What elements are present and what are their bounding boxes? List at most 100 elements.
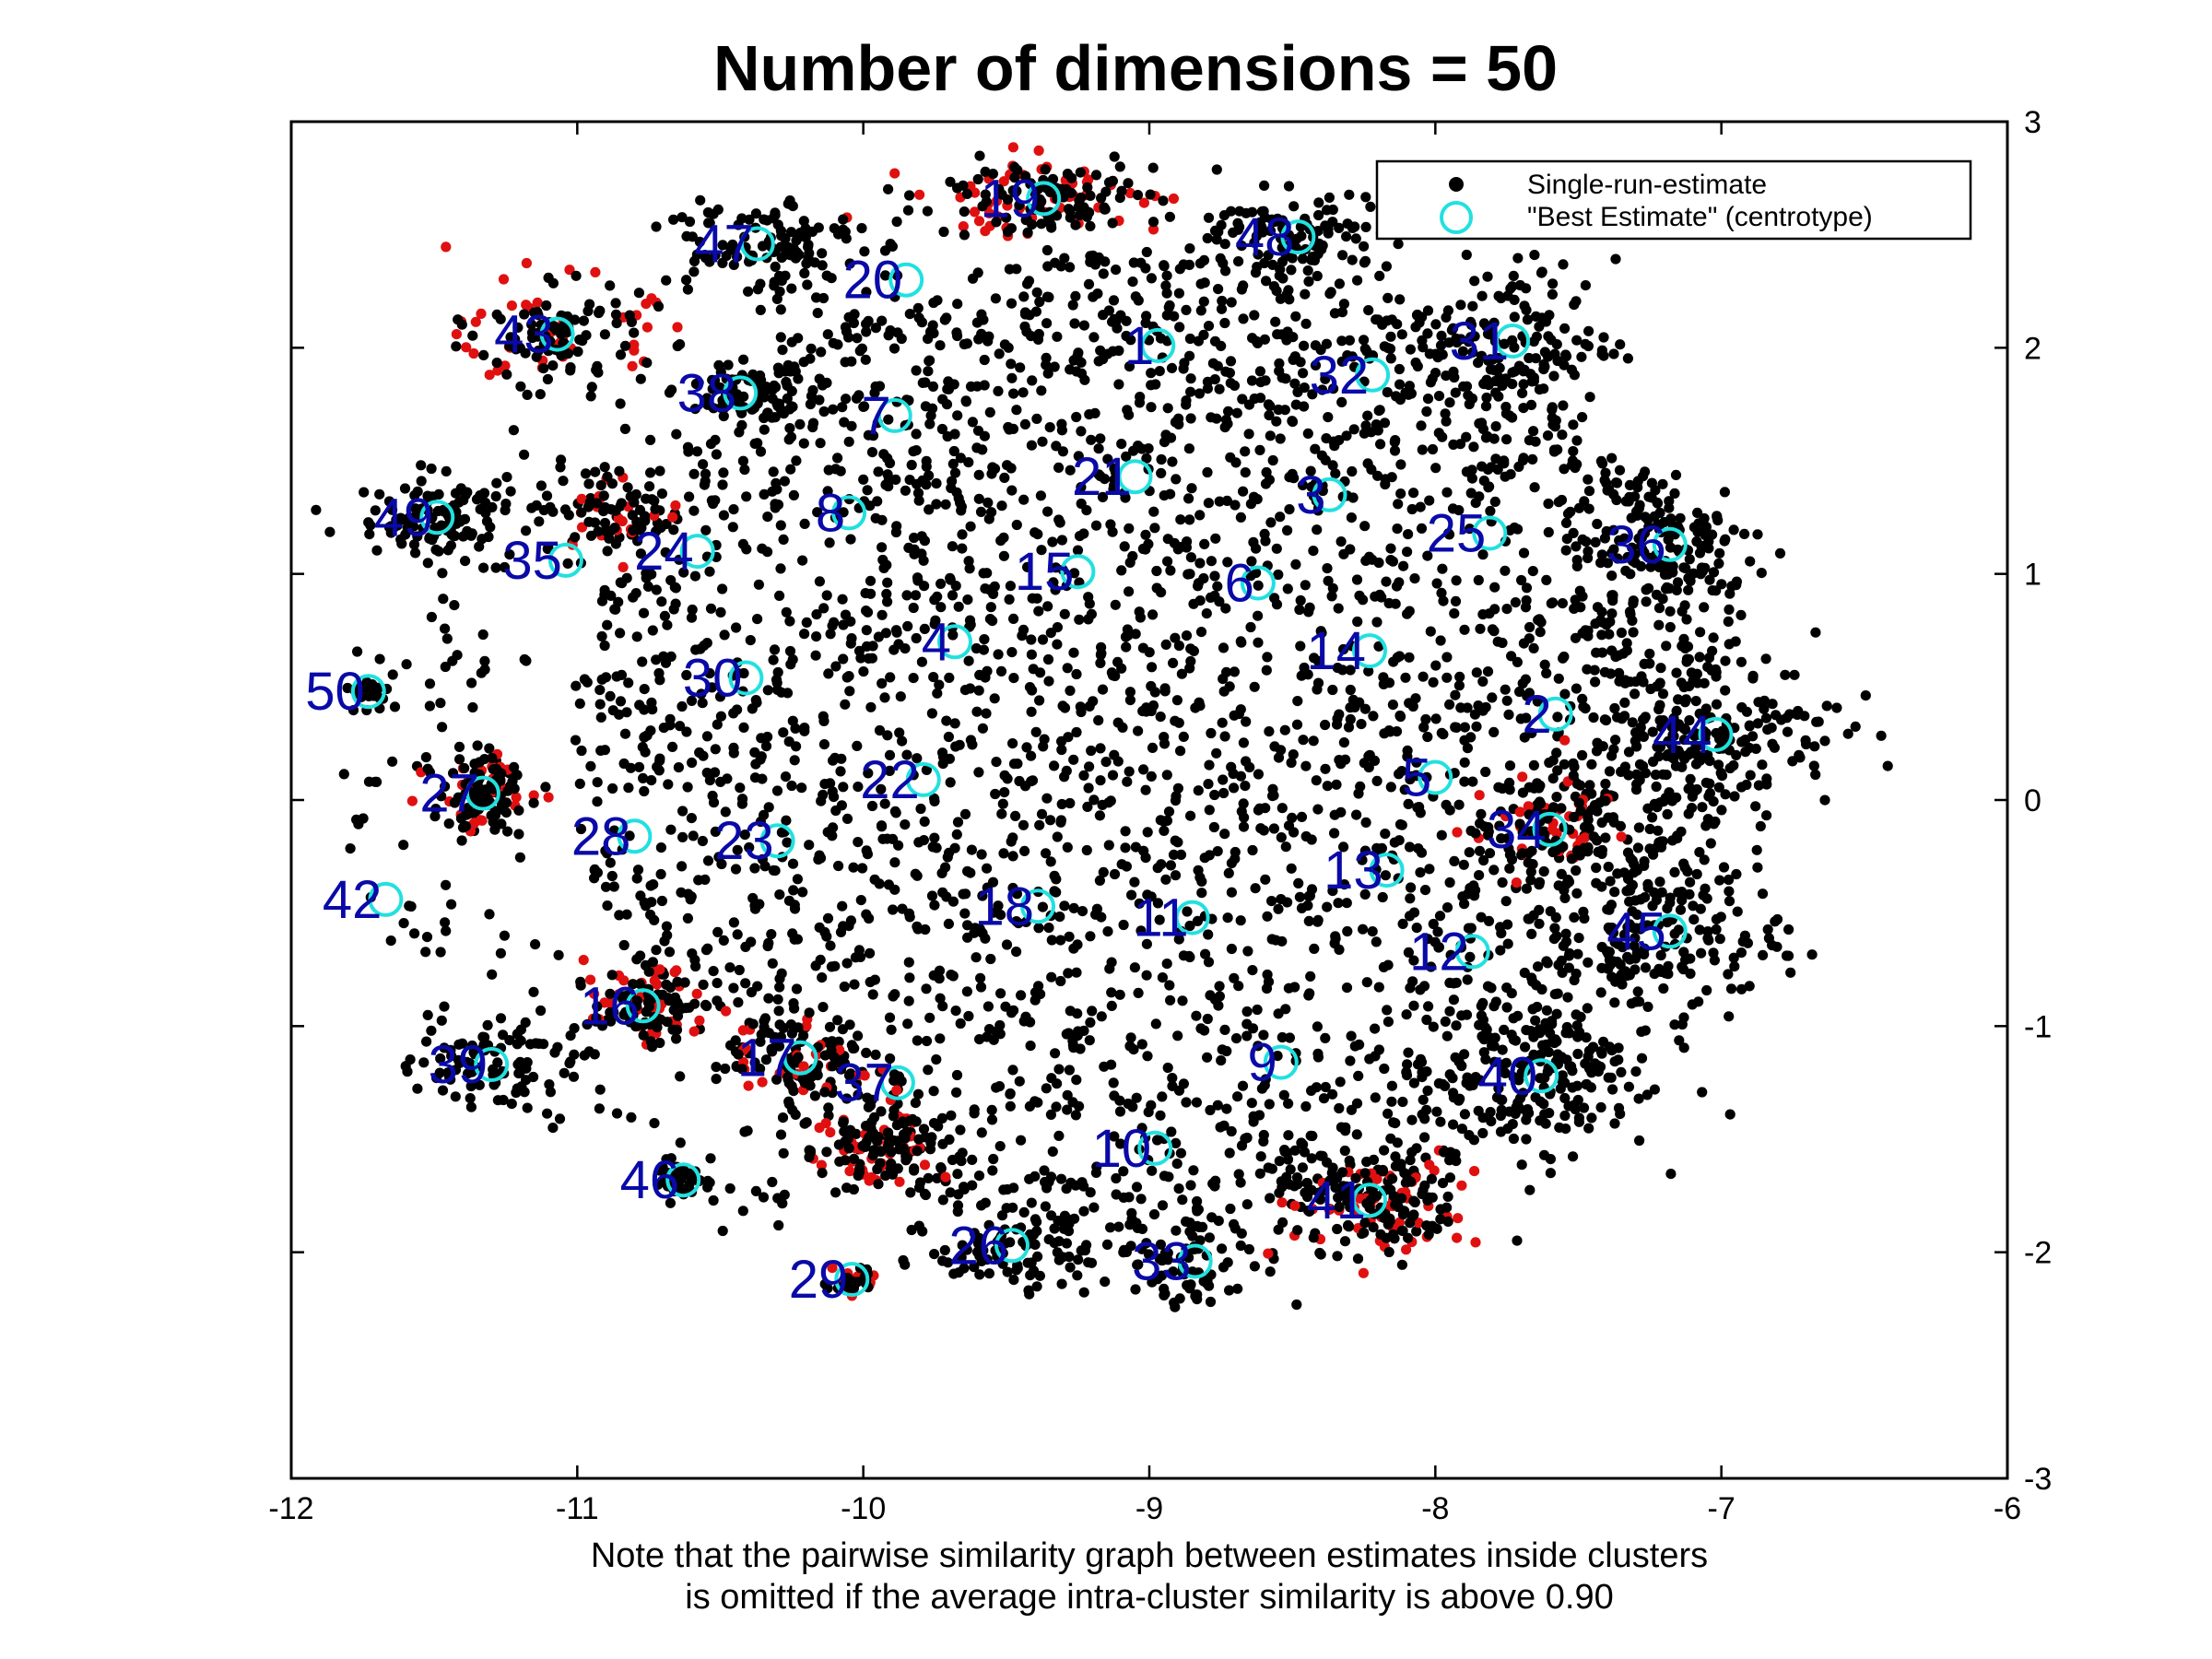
- estimate-point: [1109, 1131, 1120, 1142]
- estimate-point: [641, 568, 652, 579]
- estimate-point: [1501, 1002, 1512, 1013]
- estimate-point: [1441, 799, 1452, 810]
- estimate-point: [1459, 776, 1470, 787]
- estimate-point: [1323, 412, 1334, 423]
- estimate-point: [788, 885, 799, 896]
- estimate-point: [1337, 250, 1348, 261]
- estimate-point: [867, 989, 878, 1000]
- estimate-point: [541, 490, 553, 501]
- estimate-point: [1226, 1125, 1237, 1137]
- estimate-point: [904, 190, 915, 201]
- estimate-point: [1069, 568, 1080, 579]
- estimate-point: [602, 546, 613, 557]
- estimate-point: [768, 412, 779, 423]
- estimate-point: [1219, 1024, 1230, 1035]
- estimate-point: [945, 777, 956, 788]
- estimate-point: [654, 1037, 665, 1049]
- estimate-point: [1155, 333, 1167, 344]
- estimate-point: [568, 1071, 580, 1082]
- estimate-point: [1172, 782, 1183, 794]
- estimate-point: [1645, 561, 1656, 572]
- estimate-point: [1430, 713, 1441, 724]
- estimate-point: [955, 1018, 966, 1030]
- estimate-point: [1306, 254, 1317, 265]
- estimate-point: [1206, 727, 1217, 739]
- estimate-point: [768, 466, 779, 477]
- estimate-point: [667, 741, 678, 753]
- estimate-point: [454, 516, 465, 527]
- estimate-point: [1559, 464, 1570, 475]
- estimate-point: [750, 1185, 762, 1196]
- estimate-point: [1071, 668, 1082, 680]
- estimate-point: [602, 619, 613, 630]
- estimate-point: [1761, 810, 1772, 821]
- estimate-point: [1529, 482, 1540, 493]
- estimate-point: [1106, 957, 1117, 968]
- estimate-point: [1513, 461, 1524, 472]
- estimate-point: [1451, 722, 1462, 734]
- estimate-point: [759, 424, 770, 435]
- estimate-point: [902, 620, 913, 632]
- estimate-point: [1300, 288, 1311, 300]
- estimate-point: [608, 881, 619, 892]
- estimate-point: [1041, 352, 1052, 363]
- estimate-point: [682, 284, 694, 295]
- estimate-point: [1079, 374, 1090, 385]
- estimate-point: [1065, 1262, 1076, 1273]
- estimate-point: [1497, 637, 1508, 649]
- estimate-point: [1283, 1098, 1294, 1109]
- estimate-point: [1147, 224, 1159, 235]
- estimate-point: [590, 266, 601, 277]
- estimate-point: [1311, 775, 1322, 786]
- estimate-point: [1526, 928, 1537, 940]
- estimate-point: [1095, 433, 1106, 444]
- estimate-point: [1086, 434, 1097, 445]
- estimate-point: [1644, 843, 1655, 854]
- estimate-point: [1067, 1097, 1078, 1108]
- estimate-point: [1356, 719, 1367, 730]
- estimate-point: [1185, 810, 1196, 821]
- estimate-point: [1451, 1156, 1462, 1167]
- estimate-point: [1295, 594, 1306, 606]
- estimate-point: [1333, 898, 1344, 909]
- estimate-point: [857, 863, 868, 874]
- estimate-point: [1332, 1251, 1343, 1262]
- estimate-point: [1406, 1114, 1418, 1125]
- estimate-point: [829, 617, 840, 628]
- estimate-point: [935, 602, 947, 613]
- estimate-point: [1185, 1180, 1196, 1191]
- estimate-point: [1064, 1065, 1075, 1076]
- estimate-point: [615, 398, 626, 409]
- estimate-point: [932, 688, 943, 699]
- estimate-point: [1590, 618, 1601, 629]
- estimate-point: [711, 1074, 722, 1085]
- estimate-point: [664, 947, 676, 958]
- estimate-point: [929, 793, 940, 805]
- estimate-point: [874, 724, 886, 736]
- estimate-point: [923, 1065, 934, 1076]
- estimate-point: [1236, 284, 1247, 295]
- estimate-point: [783, 434, 794, 445]
- estimate-point: [1047, 1146, 1058, 1157]
- estimate-point: [1283, 181, 1295, 192]
- estimate-point: [924, 418, 935, 429]
- estimate-point: [740, 941, 751, 952]
- estimate-point: [710, 767, 721, 778]
- estimate-point: [1235, 1177, 1246, 1188]
- estimate-point: [851, 393, 863, 404]
- estimate-point: [1260, 874, 1271, 885]
- estimate-point: [1333, 603, 1344, 614]
- estimate-point: [621, 707, 632, 718]
- estimate-point: [1090, 909, 1101, 920]
- estimate-point: [790, 1109, 801, 1120]
- estimate-point: [873, 1179, 884, 1190]
- estimate-point: [585, 760, 596, 772]
- estimate-point: [1438, 729, 1449, 740]
- estimate-point: [1451, 977, 1462, 988]
- estimate-point: [864, 1175, 875, 1186]
- estimate-point: [436, 1015, 447, 1026]
- estimate-point: [1167, 456, 1178, 467]
- estimate-point: [1606, 750, 1618, 761]
- estimate-point: [1651, 589, 1663, 600]
- estimate-point: [1135, 1194, 1147, 1205]
